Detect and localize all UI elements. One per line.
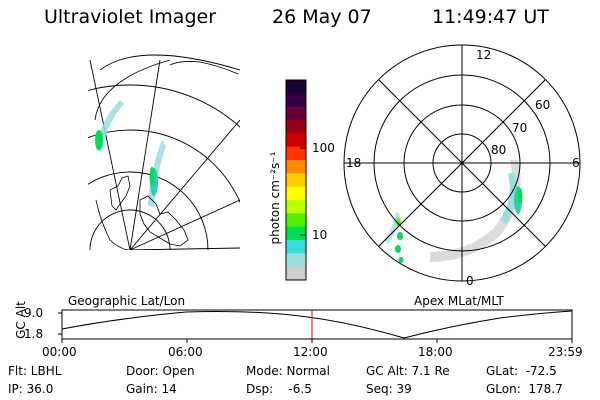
colorbar-tick-label-10: 10 bbox=[312, 228, 328, 242]
mlt-label-18: 18 bbox=[346, 156, 362, 170]
time-tick-1800: 18:00 bbox=[418, 345, 453, 359]
altitude-plot-frame bbox=[61, 309, 573, 340]
right-panel-caption: Apex MLat/MLT bbox=[414, 294, 504, 308]
mlt-label-6: 6 bbox=[572, 156, 580, 170]
colorbar-frame bbox=[285, 79, 307, 281]
time-tick-1200: 12:00 bbox=[293, 345, 328, 359]
colorbar-band bbox=[286, 186, 306, 201]
header-date: 26 May 07 bbox=[272, 6, 372, 28]
colorbar-band bbox=[286, 213, 306, 228]
info-gc-alt: GC Alt: 7.1 Re bbox=[366, 364, 450, 378]
polar-grid bbox=[343, 44, 581, 282]
header-time: 11:49:47 UT bbox=[432, 6, 549, 28]
info-ip: IP: 36.0 bbox=[8, 382, 54, 396]
info-glon: GLon: 178.7 bbox=[486, 382, 563, 396]
info-glat: GLat: -72.5 bbox=[486, 364, 557, 378]
colorbar-band bbox=[286, 93, 306, 108]
colorbar-band bbox=[286, 240, 306, 254]
altitude-ytick-9: 9.0 bbox=[24, 306, 44, 320]
altitude-ytick-1.8: 1.8 bbox=[24, 327, 44, 341]
lat-label-80: 80 bbox=[491, 143, 507, 157]
info-door: Door: Open bbox=[126, 364, 195, 378]
colorbar-band bbox=[286, 173, 306, 188]
left-panel-caption: Geographic Lat/Lon bbox=[68, 294, 186, 308]
colorbar-band bbox=[286, 80, 306, 94]
colorbar-band bbox=[286, 266, 306, 281]
colorbar-tick-label-100: 100 bbox=[312, 141, 335, 155]
coastline bbox=[95, 61, 239, 250]
geographic-grid bbox=[88, 54, 240, 250]
info-gain: Gain: 14 bbox=[126, 382, 177, 396]
lat-label-70: 70 bbox=[512, 121, 528, 135]
colorbar-band bbox=[286, 120, 306, 134]
time-tick-0600: 06:00 bbox=[168, 345, 203, 359]
time-tick-2359: 23:59 bbox=[548, 345, 583, 359]
colorbar-band bbox=[286, 106, 306, 121]
time-tick-0000: 00:00 bbox=[42, 345, 77, 359]
info-dsp: Dsp: -6.5 bbox=[246, 382, 312, 396]
colorbar-band bbox=[286, 253, 306, 268]
colorbar-band bbox=[286, 226, 306, 241]
altitude-curve bbox=[61, 310, 573, 339]
mlt-label-12: 12 bbox=[476, 48, 492, 62]
lat-label-60: 60 bbox=[535, 98, 551, 112]
app-title: Ultraviolet Imager bbox=[44, 6, 217, 28]
colorbar-gradient bbox=[286, 80, 306, 281]
colorbar-band bbox=[286, 133, 306, 148]
info-seq: Seq: 39 bbox=[366, 382, 412, 396]
mlt-label-0: 0 bbox=[466, 274, 474, 288]
geographic-aurora bbox=[95, 100, 166, 208]
colorbar-band bbox=[286, 200, 306, 214]
colorbar-band bbox=[286, 146, 306, 161]
colorbar-band bbox=[286, 160, 306, 174]
info-filter: Flt: LBHL bbox=[8, 364, 62, 378]
info-mode: Mode: Normal bbox=[246, 364, 330, 378]
